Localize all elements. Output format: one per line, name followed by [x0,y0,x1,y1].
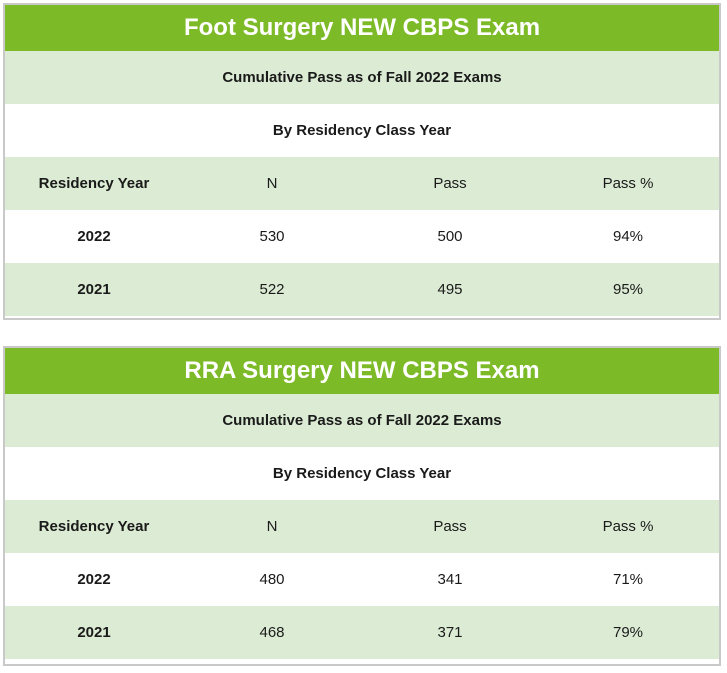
row-pass-pct: 95% [612,281,644,298]
row-n: 522 [259,281,285,298]
table-row: 2022 530 500 94% [5,210,719,263]
table-title: Foot Surgery NEW CBPS Exam [5,5,719,51]
column-header-n: N [266,518,278,535]
foot-surgery-table: Foot Surgery NEW CBPS Exam Cumulative Pa… [3,3,721,320]
row-pass-pct: 79% [612,624,644,641]
group-label: By Residency Class Year [5,104,719,157]
row-year: 2021 [77,624,111,641]
column-header-pass: Pass [433,518,467,535]
row-pass-pct: 94% [612,228,644,245]
header-row: Residency Year N Pass Pass % [5,500,719,553]
table-subtitle: Cumulative Pass as of Fall 2022 Exams [5,51,719,104]
table-row: 2022 480 341 71% [5,553,719,606]
row-pass: 495 [437,281,463,298]
table-subtitle: Cumulative Pass as of Fall 2022 Exams [5,394,719,447]
column-header-pass-pct: Pass % [602,175,654,192]
rra-surgery-table: RRA Surgery NEW CBPS Exam Cumulative Pas… [3,346,721,666]
table-row: 2021 522 495 95% [5,263,719,316]
column-header-residency-year: Residency Year [38,518,150,535]
row-n: 480 [259,571,285,588]
table-title: RRA Surgery NEW CBPS Exam [5,348,719,394]
row-year: 2022 [77,571,111,588]
table-row: 2021 468 371 79% [5,606,719,659]
group-label: By Residency Class Year [5,447,719,500]
row-pass: 371 [437,624,463,641]
row-pass: 500 [437,228,463,245]
row-n: 468 [259,624,285,641]
column-header-pass-pct: Pass % [602,518,654,535]
column-header-n: N [266,175,278,192]
row-pass: 341 [437,571,463,588]
row-n: 530 [259,228,285,245]
row-year: 2021 [77,281,111,298]
row-pass-pct: 71% [612,571,644,588]
row-year: 2022 [77,228,111,245]
column-header-residency-year: Residency Year [38,175,150,192]
column-header-pass: Pass [433,175,467,192]
header-row: Residency Year N Pass Pass % [5,157,719,210]
